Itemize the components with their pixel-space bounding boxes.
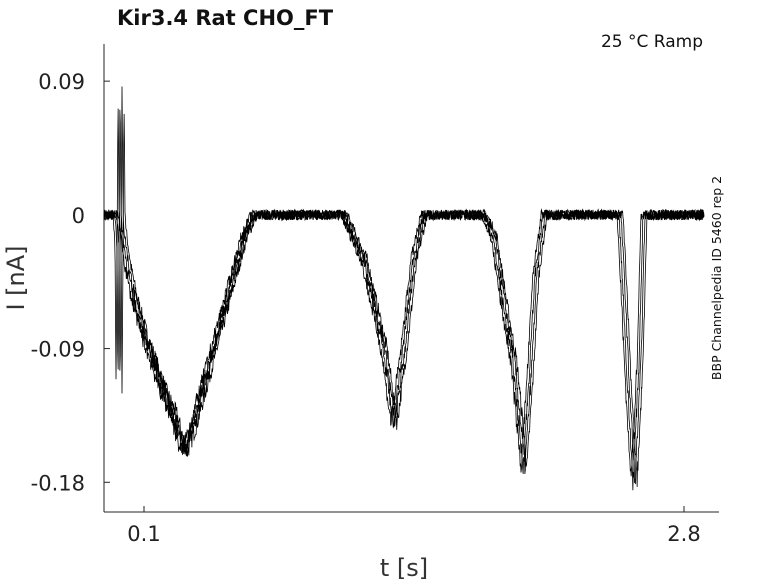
- current-trace-line: [103, 113, 705, 487]
- y-tick-label: 0.09: [38, 70, 85, 94]
- condition-label: 25 °C Ramp: [601, 32, 703, 52]
- x-axis-label: t [s]: [380, 554, 428, 582]
- chart-title: Kir3.4 Rat CHO_FT: [117, 6, 334, 30]
- y-ticks: 0.09 0 -0.09 -0.18: [31, 70, 110, 495]
- channelpedia-id-label: BBP Channelpedia ID 5460 rep 2: [709, 176, 724, 380]
- y-axis-label: I [nA]: [2, 245, 30, 310]
- axes: [103, 44, 719, 513]
- y-tick-label: -0.09: [31, 338, 85, 362]
- plot-area: [103, 86, 705, 491]
- current-trace-line: [103, 86, 705, 485]
- x-tick-label: 0.1: [127, 522, 160, 546]
- current-trace-line: [103, 108, 705, 477]
- x-ticks: 0.1 2.8: [127, 506, 701, 546]
- y-tick-label: 0: [72, 204, 85, 228]
- x-tick-label: 2.8: [667, 522, 700, 546]
- y-tick-label: -0.18: [31, 471, 85, 495]
